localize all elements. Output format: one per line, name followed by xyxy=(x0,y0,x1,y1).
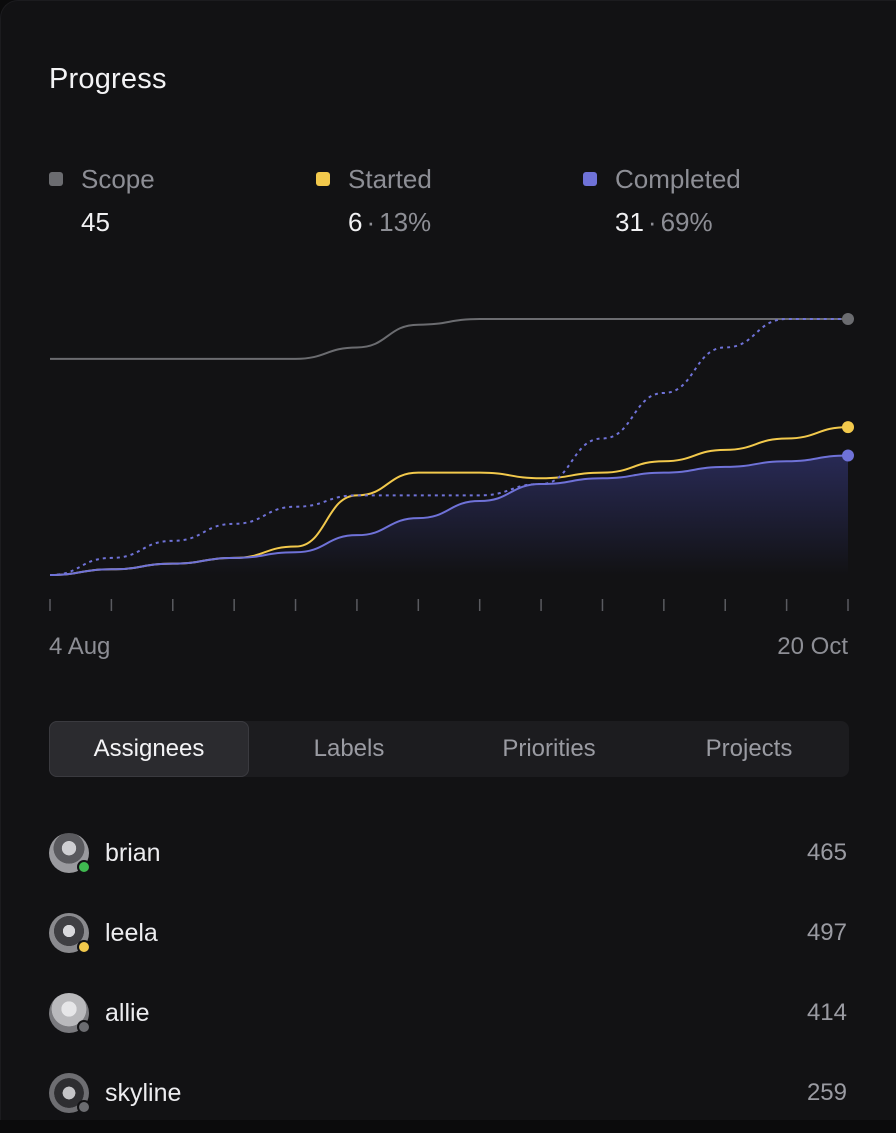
scope-endpoint xyxy=(842,313,854,325)
target-line xyxy=(49,318,848,576)
x-axis-start-label: 4 Aug xyxy=(49,633,111,660)
stat-started-label: Started xyxy=(348,163,432,194)
stat-started-value: 6 xyxy=(348,207,363,237)
tab-projects[interactable]: Projects xyxy=(705,735,793,762)
assignee-count: 497 xyxy=(806,919,847,946)
progress-chart xyxy=(49,313,854,611)
tab-priorities[interactable]: Priorities xyxy=(502,735,596,762)
assignee-list: brian 465 leela 497 allie 414 skyline xyxy=(49,813,849,1133)
list-item[interactable]: leela 497 xyxy=(49,893,849,973)
status-dot xyxy=(77,1100,91,1114)
completed-swatch xyxy=(583,172,597,186)
x-axis-end-label: 20 Oct xyxy=(777,633,848,660)
stat-started: Started 6 · 13% xyxy=(316,163,432,238)
stat-started-percent: 13% xyxy=(379,207,432,237)
list-item[interactable]: allie 414 xyxy=(49,973,849,1053)
stat-completed: Completed 31 · 69% xyxy=(583,163,741,238)
status-dot xyxy=(77,860,91,874)
stat-scope: Scope 45 xyxy=(49,163,155,238)
assignee-count: 414 xyxy=(806,999,847,1026)
avatar xyxy=(49,833,91,874)
avatar xyxy=(49,993,91,1034)
status-dot xyxy=(77,1020,91,1034)
assignee-name: skyline xyxy=(105,1078,182,1107)
stat-completed-value: 31 xyxy=(615,207,644,237)
started-swatch xyxy=(316,172,330,186)
status-dot xyxy=(77,940,91,954)
breakdown-tabs: Assignees Labels Priorities Projects xyxy=(49,721,849,777)
assignee-name: brian xyxy=(105,838,161,867)
stat-scope-label: Scope xyxy=(81,163,155,194)
scope-swatch xyxy=(49,172,63,186)
stat-completed-label: Completed xyxy=(615,163,741,194)
completed-line xyxy=(49,454,849,576)
assignee-count: 259 xyxy=(806,1079,847,1106)
stat-started-separator: · xyxy=(366,207,376,237)
completed-endpoint xyxy=(842,449,854,462)
stat-completed-percent: 69% xyxy=(660,207,713,237)
assignee-name: allie xyxy=(105,998,150,1027)
scope-line xyxy=(50,318,848,360)
list-item[interactable]: brian 465 xyxy=(49,813,849,893)
stat-scope-value: 45 xyxy=(81,207,110,237)
list-item[interactable]: skyline 259 xyxy=(49,1053,849,1133)
completed-area xyxy=(50,455,848,575)
assignee-count: 465 xyxy=(806,839,847,866)
stat-completed-separator: · xyxy=(647,207,657,237)
panel-title: Progress xyxy=(49,63,167,95)
tab-labels[interactable]: Labels xyxy=(313,735,385,762)
tab-assignees[interactable]: Assignees xyxy=(49,721,249,777)
avatar xyxy=(49,913,91,954)
avatar xyxy=(49,1073,91,1114)
started-endpoint xyxy=(842,421,854,434)
assignee-name: leela xyxy=(105,918,158,947)
